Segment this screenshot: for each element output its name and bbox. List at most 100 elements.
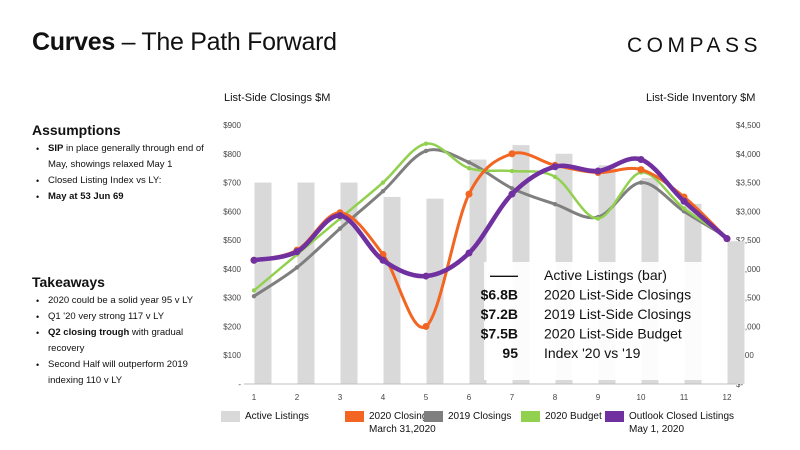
legend-label-text: 2020 Closings xyxy=(369,411,433,422)
2020-budget-point xyxy=(681,206,687,211)
right-axis-tick-label: $2,000 xyxy=(736,265,761,274)
outlook-closed-listings-point xyxy=(379,256,387,264)
active-listings-bar xyxy=(426,198,444,384)
page-title: Curves – The Path Forward xyxy=(32,28,337,57)
assumptions-heading: Assumptions xyxy=(32,122,121,138)
outlook-closed-listings-point xyxy=(594,167,602,175)
brand-logo: COMPASS xyxy=(627,34,762,57)
annotation-value: $6.8B xyxy=(481,287,518,303)
2020-closings-point xyxy=(465,190,473,198)
outlook-closed-listings-point xyxy=(551,163,559,171)
assumption-item-text: Closed Listing Index vs LY: xyxy=(48,175,162,186)
annotation-value: $7.2B xyxy=(481,306,518,322)
takeaway-item-bold: Q2 closing trough xyxy=(48,327,130,338)
2020-closings-point xyxy=(422,322,430,330)
takeaway-item: Second Half will outperform 2019 indexin… xyxy=(34,357,214,389)
2020-budget-point xyxy=(423,141,429,146)
outlook-closed-listings-point xyxy=(465,249,473,257)
legend-label: 2020 Closings March 31,2020 xyxy=(369,410,436,436)
2019-closings-point xyxy=(552,201,558,207)
annotation-box xyxy=(484,262,716,380)
takeaway-item: Q1 '20 very strong 117 v LY xyxy=(34,309,214,325)
takeaways-list: 2020 could be a solid year 95 v LY Q1 '20… xyxy=(34,293,214,389)
2020-budget-point xyxy=(380,180,386,185)
legend-label-text: 2019 Closings xyxy=(448,411,512,422)
takeaways-heading: Takeaways xyxy=(32,274,105,290)
active-listings-bar xyxy=(297,182,315,384)
left-axis-tick-label: $100 xyxy=(223,351,241,360)
2019-closings-point xyxy=(294,265,300,270)
annotation-label: 2020 List-Side Closings xyxy=(544,287,691,303)
left-axis-tick-label: $400 xyxy=(223,265,241,274)
2020-closings-point xyxy=(508,150,516,158)
takeaway-item-text: with gradual recovery xyxy=(48,327,184,354)
active-listings-bar xyxy=(469,159,487,384)
active-listings-bar xyxy=(340,182,358,384)
legend-label-subtext: March 31,2020 xyxy=(369,424,436,435)
assumption-item-bold: SIP xyxy=(48,143,64,154)
2020-budget-point xyxy=(466,165,472,171)
x-axis-tick-label: 1 xyxy=(252,393,257,402)
legend-label-text: Outlook Closed Listings xyxy=(629,411,735,422)
x-axis-tick-label: 8 xyxy=(553,393,558,402)
left-axis-tick-label: $500 xyxy=(223,236,241,245)
right-axis-tick-label: $1,500 xyxy=(736,294,761,303)
x-axis-tick-label: 3 xyxy=(338,393,343,402)
right-axis-tick-label: $4,000 xyxy=(736,150,761,159)
2019-closings-point xyxy=(466,160,472,165)
title-bold: Curves xyxy=(32,28,115,56)
annotation-label: 2019 List-Side Closings xyxy=(544,306,691,322)
2020-budget-point xyxy=(509,168,515,174)
annotation-label: Active Listings (bar) xyxy=(544,267,667,283)
outlook-closed-listings-point xyxy=(637,156,645,164)
annotation-value: —— xyxy=(490,267,518,283)
outlook-closed-listings-point xyxy=(293,248,301,256)
right-axis-tick-label: $3,000 xyxy=(736,207,761,216)
2019-closings-point xyxy=(380,188,386,194)
left-axis-title: List-Side Closings $M xyxy=(224,92,331,104)
annotation-label: Index '20 vs '19 xyxy=(544,345,641,361)
2019-closings-line xyxy=(252,148,729,298)
x-axis-tick-label: 11 xyxy=(680,393,689,402)
active-listings-bar xyxy=(383,196,401,384)
x-axis-tick-label: 10 xyxy=(637,393,646,402)
annotation-label: 2020 List-Side Budget xyxy=(544,326,682,342)
legend-label-subtext: May 1, 2020 xyxy=(629,424,685,435)
takeaway-item: 2020 could be a solid year 95 v LY xyxy=(34,293,214,309)
right-axis-tick-label: $4,500 xyxy=(736,121,761,130)
right-axis-tick-label: $500 xyxy=(736,351,754,360)
right-axis-tick-label: $3,500 xyxy=(736,179,761,188)
legend-label: Outlook Closed Listings May 1, 2020 xyxy=(629,410,734,436)
x-axis-tick-label: 6 xyxy=(467,393,472,402)
assumption-item-bold: May at 53 Jun 69 xyxy=(48,191,124,202)
legend-swatch xyxy=(521,411,540,422)
legend-label-text: 2020 Budget xyxy=(545,411,602,422)
x-axis-tick-label: 4 xyxy=(381,393,386,402)
2019-closings-point xyxy=(423,148,429,154)
assumption-item: May at 53 Jun 69 xyxy=(34,189,214,205)
2020-closings-point xyxy=(637,166,645,174)
right-axis-tick-label: $- xyxy=(736,380,743,389)
takeaway-item-text: Q1 '20 very strong 117 v LY xyxy=(48,311,165,322)
outlook-closed-listings-point xyxy=(723,235,731,243)
right-axis-tick-label: $2,500 xyxy=(736,236,761,245)
takeaway-item-text: Second Half will outperform 2019 indexin… xyxy=(48,359,188,386)
legend-swatch xyxy=(605,411,624,422)
x-axis-tick-label: 7 xyxy=(510,393,515,402)
x-axis-tick-label: 5 xyxy=(424,393,429,402)
assumptions-list: SIP in place generally through end of Ma… xyxy=(34,141,214,205)
legend-label: 2020 Budget xyxy=(545,410,602,423)
x-axis-tick-label: 9 xyxy=(596,393,601,402)
x-axis-tick-label: 12 xyxy=(723,393,732,402)
takeaway-item-text: 2020 could be a solid year 95 v LY xyxy=(48,295,194,306)
assumption-item-text: in place generally through end of May, s… xyxy=(48,143,204,170)
2019-closings-point xyxy=(638,180,644,185)
assumption-item: SIP in place generally through end of Ma… xyxy=(34,141,214,173)
left-axis-tick-label: $200 xyxy=(223,322,241,331)
2019-closings-point xyxy=(251,294,257,299)
outlook-closed-listings-point xyxy=(336,212,344,220)
left-axis-tick-label: $700 xyxy=(223,179,241,188)
legend-label: 2019 Closings xyxy=(448,410,511,423)
legend-label: Active Listings xyxy=(245,410,309,423)
